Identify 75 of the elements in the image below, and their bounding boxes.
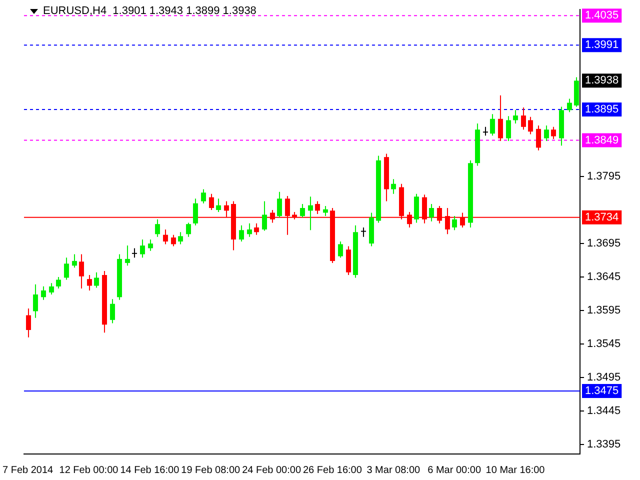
y-tick-label: 1.3395 xyxy=(587,438,621,451)
candlestick xyxy=(163,228,168,245)
ref-line-label: 1.3991 xyxy=(585,39,619,52)
candlestick xyxy=(178,232,183,245)
candlestick xyxy=(155,218,160,238)
x-tick-label: 7 Feb 2014 xyxy=(2,464,54,476)
candlestick xyxy=(277,191,282,218)
candlestick xyxy=(26,308,31,338)
candlestick xyxy=(338,241,343,258)
x-tick-label: 19 Feb 08:00 xyxy=(181,464,241,476)
candlestick xyxy=(521,106,526,130)
y-tick-label: 1.3795 xyxy=(587,170,621,183)
candlestick xyxy=(216,198,221,213)
candlestick xyxy=(193,198,198,226)
candlestick xyxy=(536,125,541,151)
candlestick xyxy=(125,245,130,266)
candlestick xyxy=(308,196,313,231)
candlestick xyxy=(315,200,320,215)
candlestick xyxy=(132,248,137,258)
candlestick xyxy=(429,203,434,222)
candlestick xyxy=(452,216,457,231)
candlestick xyxy=(72,254,77,268)
candlestick xyxy=(551,126,556,140)
annotation: 1.3938 xyxy=(585,74,619,87)
candlestick xyxy=(87,274,92,291)
y-tick-label: 1.3445 xyxy=(587,405,621,418)
y-tick-label: 1.3595 xyxy=(587,304,621,317)
candlestick xyxy=(56,276,61,289)
y-tick-label: 1.3695 xyxy=(587,238,621,250)
ref-line-label: 1.3895 xyxy=(585,104,619,116)
candlestick xyxy=(490,114,495,136)
candlestick xyxy=(513,110,518,124)
candlestick xyxy=(254,222,259,236)
x-tick-label: 3 Mar 08:00 xyxy=(366,464,421,476)
y-tick-label: 1.3495 xyxy=(587,372,621,384)
ref-line-label: 1.3734 xyxy=(585,211,619,224)
candlestick xyxy=(239,224,244,242)
x-tick-label: 6 Mar 00:00 xyxy=(428,464,482,476)
y-tick-label: 1.3545 xyxy=(587,338,621,350)
chart-title: EURUSD,H4 1.3901 1.3943 1.3899 1.3938 xyxy=(43,5,256,17)
candlestick xyxy=(140,239,145,258)
candlestick xyxy=(64,257,69,280)
candlestick xyxy=(391,178,396,194)
candlestick xyxy=(33,284,38,318)
candlestick xyxy=(528,116,533,135)
candlestick xyxy=(506,116,511,142)
candlestick xyxy=(209,193,214,211)
ref-line-label: 1.3849 xyxy=(585,134,619,146)
candlestick xyxy=(49,282,54,295)
candlestick xyxy=(186,222,191,238)
candlestick xyxy=(346,246,351,276)
ref-line-label: 1.4035 xyxy=(585,10,619,22)
x-tick-label: 12 Feb 00:00 xyxy=(59,464,119,476)
x-tick-label: 14 Feb 16:00 xyxy=(120,464,180,476)
candlestick xyxy=(148,239,153,252)
y-tick-label: 1.3645 xyxy=(587,271,621,284)
candlestick xyxy=(414,193,419,224)
x-tick-label: 26 Feb 16:00 xyxy=(302,464,362,476)
candlestick xyxy=(498,94,503,142)
candlestick xyxy=(323,205,328,217)
x-tick-label: 10 Mar 16:00 xyxy=(486,464,546,476)
candlestick xyxy=(262,200,267,232)
x-tick-label: 24 Feb 00:00 xyxy=(242,464,302,476)
candlestick xyxy=(94,272,99,288)
candlestick xyxy=(110,298,115,324)
ref-line-label: 1.3475 xyxy=(585,385,619,398)
candlestick xyxy=(79,254,84,289)
candlestick xyxy=(171,234,176,247)
candlestick xyxy=(41,286,46,300)
candlestick xyxy=(201,188,206,204)
candlestick xyxy=(361,226,366,238)
candlestick xyxy=(300,203,305,218)
candlestick xyxy=(247,222,252,238)
candlestick xyxy=(567,98,572,113)
candlestick xyxy=(544,125,549,142)
